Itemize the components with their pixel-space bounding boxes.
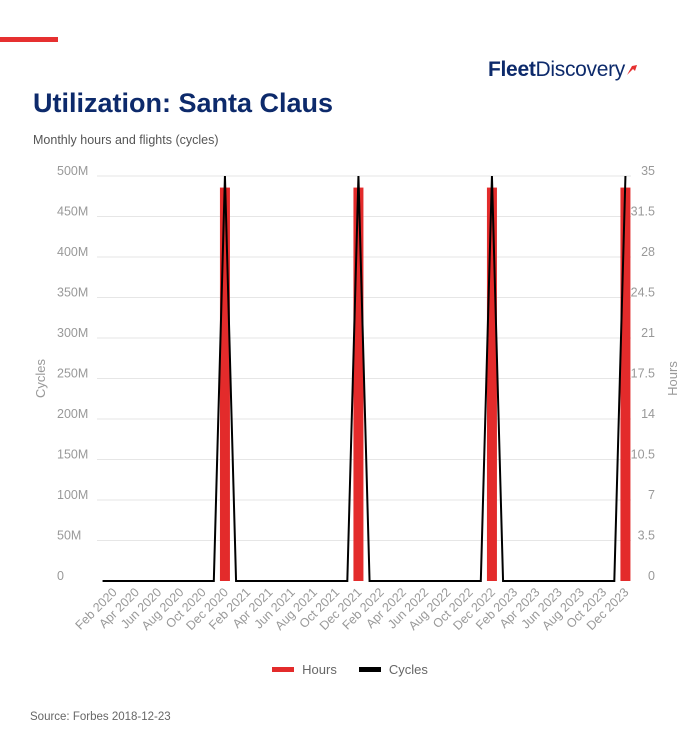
source-note: Source: Forbes 2018-12-23 [30, 711, 171, 723]
hours-bar [219, 187, 230, 582]
right-tick-label: 35 [641, 164, 655, 178]
left-tick-label: 500M [57, 164, 88, 178]
chart-subtitle: Monthly hours and flights (cycles) [33, 133, 219, 147]
left-tick-label: 450M [57, 205, 88, 219]
left-tick-label: 200M [57, 407, 88, 421]
cycles-line [102, 175, 627, 582]
page-title: Utilization: Santa Claus [33, 88, 334, 118]
right-tick-label: 24.5 [631, 286, 655, 300]
right-tick-label: 28 [641, 245, 655, 259]
legend-item-hours[interactable]: Hours [272, 662, 337, 677]
right-tick-label: 0 [648, 569, 655, 583]
fleetdiscovery-logo: FleetDiscovery [488, 58, 638, 82]
chart-legend: Hours Cycles [0, 662, 700, 677]
right-tick-label: 17.5 [631, 367, 655, 381]
right-tick-label: 10.5 [631, 448, 655, 462]
left-tick-label: 150M [57, 448, 88, 462]
left-tick-label: 0 [57, 569, 64, 583]
left-tick-label: 300M [57, 326, 88, 340]
right-tick-label: 3.5 [638, 529, 655, 543]
right-tick-label: 14 [641, 407, 655, 421]
logo-arrow-icon [626, 58, 638, 82]
hours-bar [353, 187, 364, 582]
left-tick-label: 350M [57, 286, 88, 300]
right-tick-label: 21 [641, 326, 655, 340]
hours-swatch [272, 667, 295, 672]
left-tick-label: 250M [57, 367, 88, 381]
right-tick-label: 7 [648, 488, 655, 502]
accent-bar [0, 37, 58, 42]
left-tick-label: 100M [57, 488, 88, 502]
left-axis-title: Cycles [33, 359, 48, 399]
right-axis-title: Hours [665, 361, 680, 396]
left-tick-label: 50M [57, 529, 81, 543]
cycles-swatch [358, 667, 381, 672]
left-tick-label: 400M [57, 245, 88, 259]
legend-label-hours: Hours [302, 662, 337, 677]
utilization-chart: 0 50M 100M 150M 200M 250M 300M 350M 400M 450M 500M… [33, 164, 680, 633]
legend-label-cycles: Cycles [388, 662, 428, 677]
logo-discovery: Discovery [535, 58, 626, 81]
legend-item-cycles[interactable]: Cycles [358, 662, 428, 677]
right-tick-label: 31.5 [631, 205, 655, 219]
logo-fleet: Fleet [488, 58, 536, 81]
hours-bar [486, 187, 497, 582]
hours-bar [620, 187, 631, 582]
